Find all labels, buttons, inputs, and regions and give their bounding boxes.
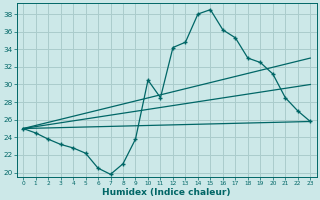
X-axis label: Humidex (Indice chaleur): Humidex (Indice chaleur) xyxy=(102,188,231,197)
